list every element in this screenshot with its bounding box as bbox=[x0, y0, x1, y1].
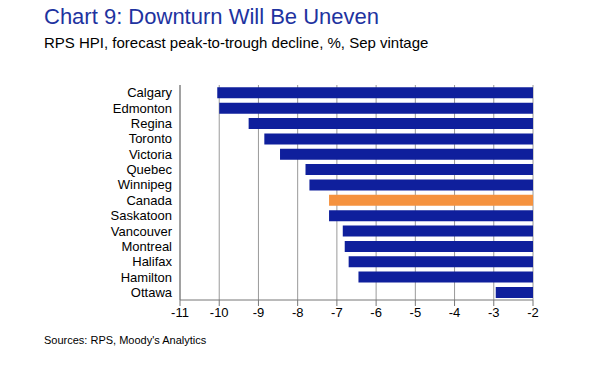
svg-text:-10: -10 bbox=[210, 305, 229, 320]
svg-text:-9: -9 bbox=[253, 305, 265, 320]
html-text:Sources: RPS, Moody's Analytic: Sources: RPS, Moody's Analytics bbox=[44, 334, 207, 346]
svg-text:Saskatoon: Saskatoon bbox=[111, 208, 172, 223]
svg-text:Halifax: Halifax bbox=[132, 254, 172, 269]
svg-text:-8: -8 bbox=[292, 305, 304, 320]
svg-text:Montreal: Montreal bbox=[121, 239, 172, 254]
svg-text:Calgary: Calgary bbox=[127, 85, 172, 100]
svg-text:Vancouver: Vancouver bbox=[111, 224, 173, 239]
html-text:Chart 9: Downturn Will Be Unev: Chart 9: Downturn Will Be Uneven bbox=[44, 4, 379, 29]
svg-text:Quebec: Quebec bbox=[126, 162, 172, 177]
html-text:RPS HPI, forecast peak-to-trou: RPS HPI, forecast peak-to-trough decline… bbox=[44, 34, 429, 51]
svg-text:-4: -4 bbox=[449, 305, 461, 320]
svg-text:Regina: Regina bbox=[131, 116, 173, 131]
svg-text:Edmonton: Edmonton bbox=[113, 101, 172, 116]
svg-text:Ottawa: Ottawa bbox=[131, 285, 173, 300]
svg-text:Hamilton: Hamilton bbox=[121, 270, 172, 285]
svg-text:-3: -3 bbox=[488, 305, 500, 320]
svg-text:-2: -2 bbox=[527, 305, 539, 320]
svg-text:Toronto: Toronto bbox=[129, 131, 172, 146]
svg-text:-7: -7 bbox=[331, 305, 343, 320]
svg-text:Canada: Canada bbox=[126, 193, 172, 208]
svg-text:-6: -6 bbox=[370, 305, 382, 320]
svg-text:-11: -11 bbox=[171, 305, 189, 320]
svg-text:Winnipeg: Winnipeg bbox=[118, 177, 172, 192]
svg-text:-5: -5 bbox=[410, 305, 422, 320]
svg-text:Victoria: Victoria bbox=[129, 147, 173, 162]
